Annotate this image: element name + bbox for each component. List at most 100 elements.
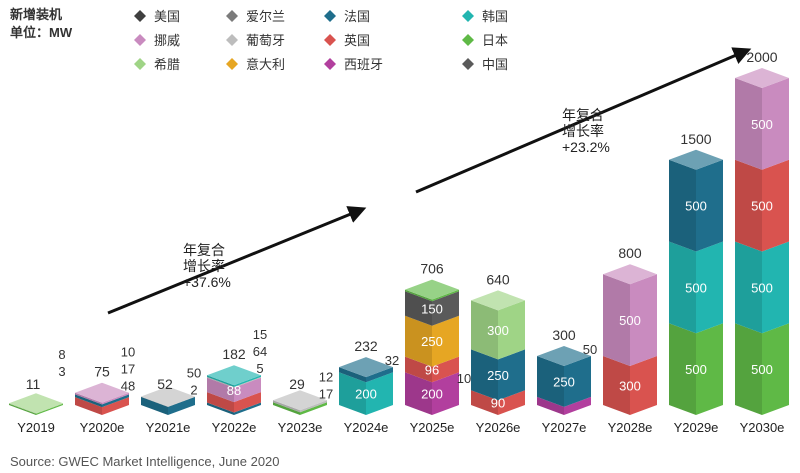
legend-swatch-5 <box>134 34 146 46</box>
legend-swatch-11 <box>324 58 336 70</box>
side-label-4-3: 5 <box>256 361 263 376</box>
legend-swatch-9 <box>134 58 146 70</box>
legend-label-4: 韩国 <box>482 9 508 24</box>
cagr-annotation-1-line-1: 年复合 <box>183 242 225 258</box>
bar-segment-4-3 <box>207 377 261 403</box>
cagr-annotation-2-line-3: +23.2% <box>562 139 610 155</box>
bar-segment-1-1 <box>9 403 63 415</box>
bar-segment-7-2 <box>405 356 459 383</box>
bar-segment-4-1 <box>207 402 261 415</box>
bar-top-8 <box>471 290 525 311</box>
legend-swatch-3 <box>324 10 336 22</box>
trend-arrow-2 <box>415 47 752 194</box>
bar-segment-7-5 <box>405 289 459 302</box>
cagr-annotation-2-line-2: 增长率 <box>562 123 604 139</box>
segment-label-12: 500 <box>619 313 641 328</box>
bar-segment-6-2 <box>339 367 393 383</box>
bar-top-1 <box>9 393 63 414</box>
total-label-7: 706 <box>420 261 444 277</box>
bar-segment-1-2 <box>9 403 63 414</box>
unit-label: 单位：MW <box>10 25 73 40</box>
category-label-8: Y2026e <box>476 420 521 435</box>
category-label-12: Y2030e <box>740 420 785 435</box>
category-label-10: Y2028e <box>608 420 653 435</box>
total-label-4: 182 <box>222 346 246 362</box>
legend-swatch-8 <box>462 34 474 46</box>
category-label-1: Y2019 <box>17 420 55 435</box>
segment-label-17: 500 <box>751 280 773 295</box>
legend-swatch-4 <box>462 10 474 22</box>
legend-label-7: 英国 <box>344 33 370 48</box>
bar-segment-9-1 <box>537 396 591 415</box>
legend-label-8: 日本 <box>482 33 508 48</box>
bar-segment-6-1 <box>339 372 393 415</box>
bar-top-3 <box>141 386 195 407</box>
legend-label-9: 希腊 <box>154 57 180 72</box>
bar-segment-2-3 <box>75 392 129 405</box>
bar-segment-3-1 <box>141 396 195 415</box>
segment-label-13: 500 <box>685 362 707 377</box>
bar-top-9 <box>537 345 591 366</box>
segment-label-5: 150 <box>421 301 443 316</box>
side-label-8-1: 50 <box>583 342 597 357</box>
bar-segment-7-3 <box>405 315 459 367</box>
legend-swatch-10 <box>226 58 238 70</box>
legend-label-3: 法国 <box>344 9 370 24</box>
bar-segment-10-1 <box>603 355 657 415</box>
segment-label-15: 500 <box>685 199 707 214</box>
segment-label-11: 300 <box>619 378 641 393</box>
segment-label-18: 500 <box>751 199 773 214</box>
segment-label-2: 200 <box>421 387 443 402</box>
total-label-6: 232 <box>354 338 378 354</box>
segment-label-1: 90 <box>491 396 505 411</box>
bar-segment-3-2 <box>141 396 195 407</box>
side-label-5-1: 12 <box>319 369 333 384</box>
side-label-6-1: 32 <box>385 353 399 368</box>
total-label-12: 2000 <box>746 49 777 65</box>
bar-top-2 <box>75 382 129 403</box>
side-label-7-1: 10 <box>457 371 471 386</box>
category-label-9: Y2027e <box>542 420 587 435</box>
bar-segment-4-5 <box>207 375 261 387</box>
legend-label-12: 中国 <box>482 57 508 72</box>
segment-label-3: 96 <box>425 362 439 377</box>
bar-top-12 <box>735 68 789 88</box>
category-label-6: Y2024e <box>344 420 389 435</box>
chart-title: 新增装机 <box>10 7 63 22</box>
bar-segment-7-1 <box>405 372 459 415</box>
side-label-2-1: 10 <box>121 345 135 360</box>
category-label-7: Y2025e <box>410 420 455 435</box>
bar-segment-10-2 <box>603 274 657 366</box>
segment-label-16: 500 <box>751 362 773 377</box>
cagr-annotation-1-line-2: 增长率 <box>183 258 225 274</box>
bar-top-10 <box>603 264 657 285</box>
side-label-4-1: 15 <box>253 327 267 342</box>
category-label-4: Y2022e <box>212 420 257 435</box>
legend-swatch-12 <box>462 58 474 70</box>
bar-segment-11-3 <box>669 159 723 252</box>
side-label-2-3: 48 <box>121 379 135 394</box>
segment-label-4: 250 <box>421 334 443 349</box>
bar-segment-12-3 <box>735 159 789 252</box>
segment-label-7: 88 <box>227 383 241 398</box>
bar-segment-4-2 <box>207 392 261 413</box>
side-label-5-2: 17 <box>319 386 333 401</box>
trend-arrow-1 <box>107 206 367 315</box>
total-label-3: 52 <box>157 376 173 392</box>
cagr-annotation-2-line-1: 年复合 <box>562 107 604 123</box>
total-label-11: 1500 <box>680 131 711 147</box>
total-label-1: 11 <box>26 376 41 392</box>
bar-segment-7-4 <box>405 291 459 326</box>
bar-segment-2-1 <box>75 397 129 415</box>
legend-swatch-7 <box>324 34 336 46</box>
source-note: Source: GWEC Market Intelligence, June 2… <box>10 454 280 469</box>
bar-top-4 <box>207 365 261 386</box>
bar-segment-8-2 <box>471 349 525 401</box>
legend-label-10: 意大利 <box>246 57 285 72</box>
bar-segment-5-2 <box>273 400 327 413</box>
category-label-2: Y2020e <box>80 420 125 435</box>
category-label-11: Y2029e <box>674 420 719 435</box>
bar-segment-9-2 <box>537 355 591 407</box>
bar-segment-11-1 <box>669 323 723 415</box>
